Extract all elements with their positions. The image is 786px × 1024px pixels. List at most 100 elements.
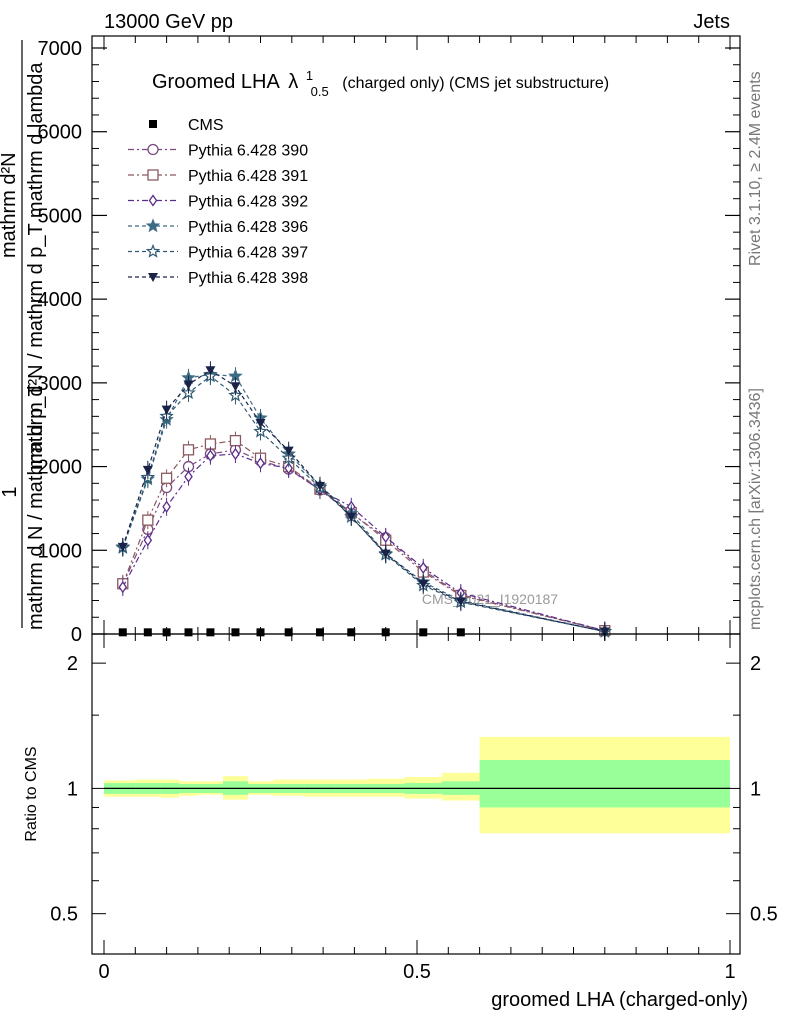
data-point xyxy=(599,627,610,637)
data-point xyxy=(205,366,216,376)
ratio-plot-panel: 0.5 0.51 12 2 0 0.5 1 Ratio to CMS groomed LH… xyxy=(23,633,778,1011)
data-point xyxy=(418,579,429,589)
data-point xyxy=(256,628,265,637)
data-point xyxy=(160,472,173,484)
series-1 xyxy=(117,440,611,640)
data-point xyxy=(455,597,466,607)
legend: CMS Pythia 6.428 390 Pythia 6.428 391 Pythi… xyxy=(128,117,308,287)
title-superscript: 1 xyxy=(306,68,313,83)
data-point xyxy=(162,628,171,637)
legend-label: Pythia 6.428 398 xyxy=(188,270,308,287)
legend-label: Pythia 6.428 390 xyxy=(188,143,308,160)
legend-marker xyxy=(147,143,159,156)
data-point xyxy=(161,405,172,415)
data-point xyxy=(231,447,240,461)
main-ytick-label: 3000 xyxy=(38,373,83,395)
main-ylabel: 1 mathrm d N / mathrm d p_T mathrm d²N m… xyxy=(0,40,47,630)
legend-item: Pythia 6.428 391 xyxy=(128,168,308,185)
legend-label: Pythia 6.428 392 xyxy=(188,194,308,211)
series-3 xyxy=(118,445,610,640)
ylabel-numerator-short: mathrm d²N xyxy=(0,152,20,258)
data-point xyxy=(255,419,266,429)
main-ytick-label: 5000 xyxy=(38,205,83,227)
legend-item: Pythia 6.428 398 xyxy=(128,270,308,287)
data-point xyxy=(284,462,293,475)
x-tick-label: 0 xyxy=(98,961,109,983)
data-point xyxy=(347,628,356,637)
legend-label: Pythia 6.428 391 xyxy=(188,168,308,185)
title-lambda: λ xyxy=(288,71,298,93)
ratio-y-ticks: 0.5 0.5 1 1 2 2 xyxy=(50,653,778,926)
series-layer xyxy=(115,361,613,641)
data-point xyxy=(346,512,357,522)
data-point xyxy=(230,382,241,392)
ratio-ytick-label: 2 xyxy=(67,653,78,675)
legend-label: Pythia 6.428 397 xyxy=(188,245,308,262)
chart-title: Groomed LHA λ 1 0.5 (charged only) (CMS … xyxy=(152,63,609,101)
legend-item: Pythia 6.428 397 xyxy=(128,243,308,262)
data-point xyxy=(229,434,242,447)
x-axis-label: groomed LHA (charged-only) xyxy=(491,989,748,1011)
legend-marker xyxy=(148,194,158,207)
data-point xyxy=(314,481,325,491)
data-point xyxy=(418,561,428,574)
series-line xyxy=(122,375,605,633)
ratio-band-green xyxy=(479,760,730,808)
title-subscript: 0.5 xyxy=(311,84,329,99)
rivet-version-label: Rivet 3.1.10, ≥ 2.4M events xyxy=(747,71,764,266)
data-point xyxy=(118,628,127,637)
data-point xyxy=(142,514,154,526)
mcplots-label: mcplots.cern.ch [arXiv:1306.3436] xyxy=(747,388,764,630)
data-point xyxy=(143,628,152,637)
legend-item: Pythia 6.428 392 xyxy=(128,194,308,211)
data-point xyxy=(284,628,293,637)
main-ytick-label: 7000 xyxy=(38,38,83,60)
data-point xyxy=(315,628,324,637)
x-tick-label: 0.5 xyxy=(403,961,431,983)
series-line xyxy=(122,369,605,633)
ratio-plot-frame xyxy=(91,633,741,955)
title-suffix: (charged only) (CMS jet substructure) xyxy=(342,75,609,92)
legend-marker xyxy=(145,243,161,258)
ratio-ytick-label: 0.5 xyxy=(50,904,78,926)
data-point xyxy=(283,446,294,456)
data-point xyxy=(183,380,194,390)
data-point xyxy=(381,530,390,544)
legend-marker xyxy=(148,273,158,282)
series-6 xyxy=(117,361,610,641)
legend-marker xyxy=(147,169,159,181)
data-point xyxy=(117,542,128,552)
ratio-x-ticks: 0 0.5 1 xyxy=(98,634,736,983)
legend-item: Pythia 6.428 390 xyxy=(128,143,308,160)
data-point xyxy=(419,628,428,637)
main-ytick-label: 4000 xyxy=(38,289,83,311)
series-0 xyxy=(118,628,465,637)
ratio-ytick-label: 1 xyxy=(67,778,78,800)
data-point xyxy=(380,549,391,559)
data-point xyxy=(206,449,215,462)
series-line xyxy=(122,439,605,632)
category-label: Jets xyxy=(693,11,730,33)
energy-label: 13000 GeV pp xyxy=(104,11,233,33)
main-ytick-label: 6000 xyxy=(38,122,83,144)
ratio-bands xyxy=(104,736,730,834)
data-point xyxy=(184,628,193,637)
legend-item: Pythia 6.428 396 xyxy=(128,218,308,236)
ylabel-one: 1 xyxy=(0,486,21,497)
series-line xyxy=(122,449,605,632)
data-point xyxy=(256,457,265,470)
legend-marker xyxy=(145,218,161,233)
legend-label: CMS xyxy=(188,117,224,134)
legend-item: CMS xyxy=(149,117,224,134)
ratio-ytick-label-right: 1 xyxy=(750,778,761,800)
main-ytick-label: 2000 xyxy=(38,457,83,479)
data-point xyxy=(381,628,390,637)
data-point xyxy=(143,534,153,547)
main-ytick-label: 1000 xyxy=(38,540,83,562)
data-point xyxy=(162,500,171,513)
data-point xyxy=(184,470,193,483)
ylabel-numerator: mathrm d²N / mathrm d p_T mathrm d lambd… xyxy=(25,62,47,470)
ratio-ytick-label-right: 0.5 xyxy=(750,904,778,926)
